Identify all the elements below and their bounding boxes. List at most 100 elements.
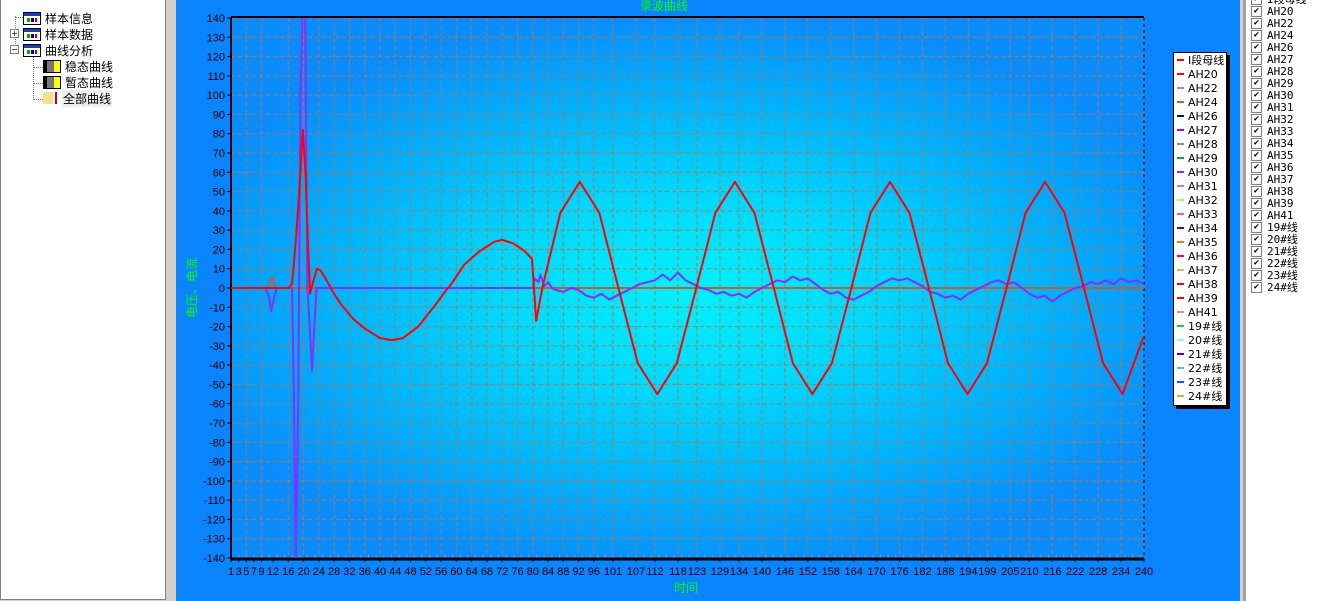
- series-checkbox-item[interactable]: ✔ AH22: [1251, 17, 1294, 30]
- legend-swatch: [1177, 353, 1184, 355]
- checkbox-checked-icon[interactable]: ✔: [1251, 113, 1262, 125]
- series-checkbox-item[interactable]: ✔ AH39: [1251, 197, 1294, 210]
- y-tick-label: 30: [213, 225, 225, 237]
- splitter[interactable]: [166, 0, 176, 601]
- checkbox-checked-icon[interactable]: ✔: [1251, 5, 1262, 17]
- checkbox-checked-icon[interactable]: ✔: [1251, 173, 1262, 185]
- checkbox-checked-icon[interactable]: ✔: [1251, 197, 1262, 209]
- legend-item: 22#线: [1174, 361, 1226, 375]
- legend-label: AH36: [1188, 249, 1218, 263]
- checkbox-checked-icon[interactable]: ✔: [1251, 125, 1262, 137]
- legend-item: AH37: [1174, 263, 1226, 277]
- series-checkbox-label: 20#线: [1267, 233, 1298, 246]
- checkbox-checked-icon[interactable]: ✔: [1251, 0, 1262, 5]
- series-checkbox-item[interactable]: ✔ AH33: [1251, 125, 1294, 138]
- checkbox-checked-icon[interactable]: ✔: [1251, 137, 1262, 149]
- series-checkbox-item[interactable]: ✔ AH32: [1251, 113, 1294, 126]
- series-checkbox-item[interactable]: ✔ 20#线: [1251, 233, 1298, 246]
- series-checkbox-item[interactable]: ✔ AH38: [1251, 185, 1294, 198]
- checkbox-checked-icon[interactable]: ✔: [1251, 41, 1262, 53]
- x-tick-label: 20: [297, 566, 309, 578]
- x-tick-label: 129: [711, 566, 729, 578]
- expand-icon[interactable]: +: [10, 29, 19, 38]
- tree-item-sample-info[interactable]: 样本信息: [23, 10, 94, 26]
- checkbox-checked-icon[interactable]: ✔: [1251, 257, 1262, 269]
- checkbox-checked-icon[interactable]: ✔: [1251, 281, 1262, 293]
- x-tick-label: 107: [627, 566, 645, 578]
- series-checkbox-item[interactable]: ✔ 22#线: [1251, 257, 1298, 270]
- legend-item: AH36: [1174, 249, 1226, 263]
- series-checkbox-item[interactable]: ✔ AH36: [1251, 161, 1294, 174]
- y-tick-label: 90: [213, 109, 225, 121]
- legend-item: AH22: [1174, 81, 1226, 95]
- x-tick-label: 76: [511, 566, 523, 578]
- legend-swatch: [1177, 283, 1184, 285]
- legend-swatch: [1177, 87, 1184, 89]
- tree-item-transient-curve[interactable]: 暂态曲线: [43, 74, 114, 90]
- checkbox-checked-icon[interactable]: ✔: [1251, 161, 1262, 173]
- legend-swatch: [1177, 367, 1184, 369]
- x-tick-label: 152: [799, 566, 817, 578]
- legend-swatch: [1177, 227, 1184, 229]
- x-tick-label: 158: [822, 566, 840, 578]
- series-checkbox-item[interactable]: ✔ AH37: [1251, 173, 1294, 186]
- checkbox-checked-icon[interactable]: ✔: [1251, 269, 1262, 281]
- collapse-icon[interactable]: −: [10, 45, 19, 54]
- checkbox-checked-icon[interactable]: ✔: [1251, 233, 1262, 245]
- checkbox-checked-icon[interactable]: ✔: [1251, 65, 1262, 77]
- legend-swatch: [1177, 73, 1184, 75]
- chart-legend: I段母线 AH20 AH22 AH24 AH26 AH27 AH28 AH29 AH30 AH31…: [1173, 52, 1227, 406]
- tree-item-label: 样本数据: [45, 27, 94, 42]
- legend-swatch: [1177, 143, 1184, 145]
- checkbox-checked-icon[interactable]: ✔: [1251, 185, 1262, 197]
- x-tick-label: 222: [1066, 566, 1084, 578]
- x-tick-label: 48: [404, 566, 416, 578]
- series-checkbox-item[interactable]: ✔ 23#线: [1251, 269, 1298, 282]
- series-checkbox-item[interactable]: ✔ AH31: [1251, 101, 1294, 114]
- series-checkbox-item[interactable]: ✔ 19#线: [1251, 221, 1298, 234]
- checkbox-checked-icon[interactable]: ✔: [1251, 53, 1262, 65]
- y-tick-label: -110: [204, 495, 225, 507]
- checkbox-checked-icon[interactable]: ✔: [1251, 221, 1262, 233]
- series-checkbox-item[interactable]: ✔ AH20: [1251, 5, 1294, 18]
- tree-item-sample-data[interactable]: 样本数据: [23, 26, 94, 42]
- series-checkbox-item[interactable]: ✔ AH24: [1251, 29, 1294, 42]
- series-checkbox-item[interactable]: ✔ AH29: [1251, 77, 1294, 90]
- legend-label: 23#线: [1188, 376, 1223, 389]
- y-tick-label: -80: [209, 437, 225, 449]
- legend-swatch: [1177, 255, 1184, 257]
- series-checkbox-item[interactable]: ✔ I段母线: [1251, 0, 1307, 6]
- checkbox-checked-icon[interactable]: ✔: [1251, 77, 1262, 89]
- checkbox-checked-icon[interactable]: ✔: [1251, 17, 1262, 29]
- series-checkbox-item[interactable]: ✔ AH28: [1251, 65, 1294, 78]
- tree-item-curve-analysis[interactable]: 曲线分析: [23, 42, 94, 58]
- series-checkbox-item[interactable]: ✔ AH34: [1251, 137, 1294, 150]
- checkbox-checked-icon[interactable]: ✔: [1251, 29, 1262, 41]
- series-checkbox-item[interactable]: ✔ AH26: [1251, 41, 1294, 54]
- series-checkbox-item[interactable]: ✔ AH27: [1251, 53, 1294, 66]
- checkbox-checked-icon[interactable]: ✔: [1251, 149, 1262, 161]
- window-chart-icon: [23, 11, 41, 25]
- series-checkbox-item[interactable]: ✔ AH30: [1251, 89, 1294, 102]
- legend-swatch: [1177, 59, 1184, 61]
- legend-label: AH29: [1188, 151, 1218, 165]
- series-checkbox-item[interactable]: ✔ 21#线: [1251, 245, 1298, 258]
- legend-item: AH33: [1174, 207, 1226, 221]
- series-checkbox-item[interactable]: ✔ AH35: [1251, 149, 1294, 162]
- curve-icon: [43, 75, 61, 89]
- legend-swatch: [1177, 297, 1184, 299]
- checkbox-checked-icon[interactable]: ✔: [1251, 101, 1262, 113]
- series-checkbox-item[interactable]: ✔ 24#线: [1251, 281, 1298, 294]
- tree-line: [33, 99, 43, 100]
- legend-item: AH41: [1174, 305, 1226, 319]
- checkbox-checked-icon[interactable]: ✔: [1251, 245, 1262, 257]
- legend-item: AH32: [1174, 193, 1226, 207]
- checkbox-checked-icon[interactable]: ✔: [1251, 209, 1262, 221]
- tree-item-all-curves[interactable]: 全部曲线: [43, 89, 113, 107]
- legend-swatch: [1177, 311, 1184, 313]
- legend-label: AH35: [1188, 235, 1218, 249]
- series-checkbox-item[interactable]: ✔ AH41: [1251, 209, 1294, 222]
- tree-item-steady-curve[interactable]: 稳态曲线: [43, 58, 114, 74]
- checkbox-checked-icon[interactable]: ✔: [1251, 89, 1262, 101]
- tree-line: [33, 83, 43, 84]
